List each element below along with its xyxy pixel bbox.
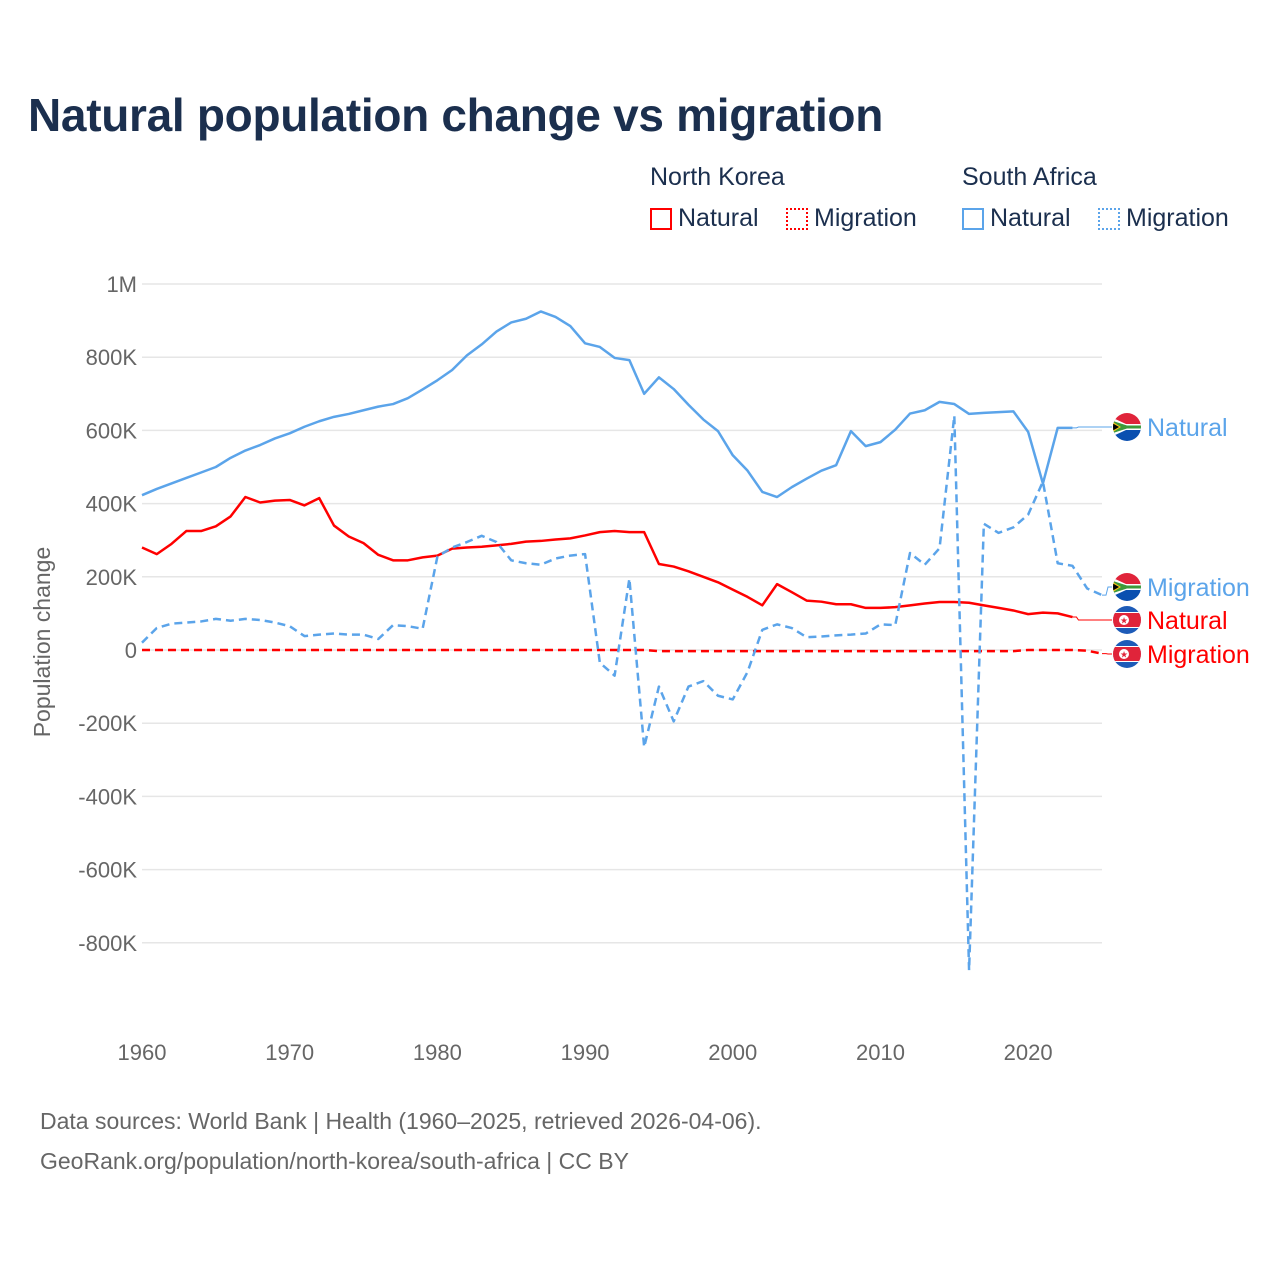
y-tick-label: -600K <box>78 858 137 883</box>
series-line-south-africa-migration <box>141 414 1103 972</box>
flag-part <box>1119 649 1129 659</box>
y-tick-label: -800K <box>78 931 137 956</box>
x-tick-label: 2000 <box>708 1040 757 1065</box>
legend-item-nk-migration[interactable]: Migration <box>786 204 917 233</box>
south-africa-flag-icon <box>1113 413 1141 441</box>
north-korea-flag-icon: ★ <box>1113 606 1141 634</box>
legend-label: Natural <box>990 204 1071 232</box>
end-label: Migration <box>1147 641 1250 669</box>
solid-swatch-icon <box>962 207 984 230</box>
star-icon: ★ <box>1120 650 1128 660</box>
dotted-swatch-icon <box>786 207 808 230</box>
dotted-swatch-icon <box>1098 207 1120 230</box>
flag-part <box>1119 615 1129 625</box>
label-connector <box>1072 426 1112 429</box>
x-tick-label: 1960 <box>118 1040 167 1065</box>
flag-part <box>1113 583 1119 591</box>
footer-url: GeoRank.org/population/north-korea/south… <box>40 1148 629 1174</box>
flag-part <box>1113 581 1141 593</box>
series-line-south-africa-natural <box>141 310 1073 499</box>
solid-swatch-icon <box>650 207 672 230</box>
footer-sources: Data sources: World Bank | Health (1960–… <box>40 1108 762 1134</box>
y-tick-label: 800K <box>86 345 138 370</box>
chart-title: Natural population change vs migration <box>28 89 884 141</box>
series-line-north-korea-migration <box>142 648 1103 655</box>
label-connector <box>1072 616 1112 621</box>
legend-country-north-korea: North Korea <box>650 163 785 191</box>
legend-item-sa-migration[interactable]: Migration <box>1098 204 1229 233</box>
x-tick-label: 2010 <box>856 1040 905 1065</box>
legend-label: Migration <box>1126 204 1229 232</box>
legend-item-sa-natural[interactable]: Natural <box>962 204 1071 233</box>
legend-country-south-africa: South Africa <box>962 163 1097 191</box>
legend-label: Natural <box>678 204 759 232</box>
y-tick-label: -200K <box>78 711 137 736</box>
north-korea-flag-icon: ★ <box>1113 640 1141 668</box>
legend-label: Migration <box>814 204 917 232</box>
y-tick-label: 200K <box>86 565 138 590</box>
flag-part <box>1113 423 1119 431</box>
y-tick-label: -400K <box>78 784 137 809</box>
series-line-north-korea-natural <box>141 495 1073 619</box>
x-tick-label: 1980 <box>413 1040 462 1065</box>
y-tick-label: 0 <box>125 638 137 663</box>
south-africa-flag-icon <box>1113 573 1141 601</box>
x-tick-label: 1970 <box>265 1040 314 1065</box>
y-tick-label: 400K <box>86 492 138 517</box>
label-connector <box>1102 586 1112 596</box>
legend-item-nk-natural[interactable]: Natural <box>650 204 759 233</box>
end-label: Migration <box>1147 574 1250 602</box>
star-icon: ★ <box>1120 616 1128 626</box>
x-tick-label: 1990 <box>561 1040 610 1065</box>
y-axis-label: Population change <box>29 547 55 738</box>
y-tick-label: 1M <box>106 272 137 297</box>
end-label: Natural <box>1147 414 1228 442</box>
y-tick-label: 600K <box>86 418 138 443</box>
flag-part <box>1113 421 1141 433</box>
x-tick-label: 2020 <box>1004 1040 1053 1065</box>
end-label: Natural <box>1147 607 1228 635</box>
